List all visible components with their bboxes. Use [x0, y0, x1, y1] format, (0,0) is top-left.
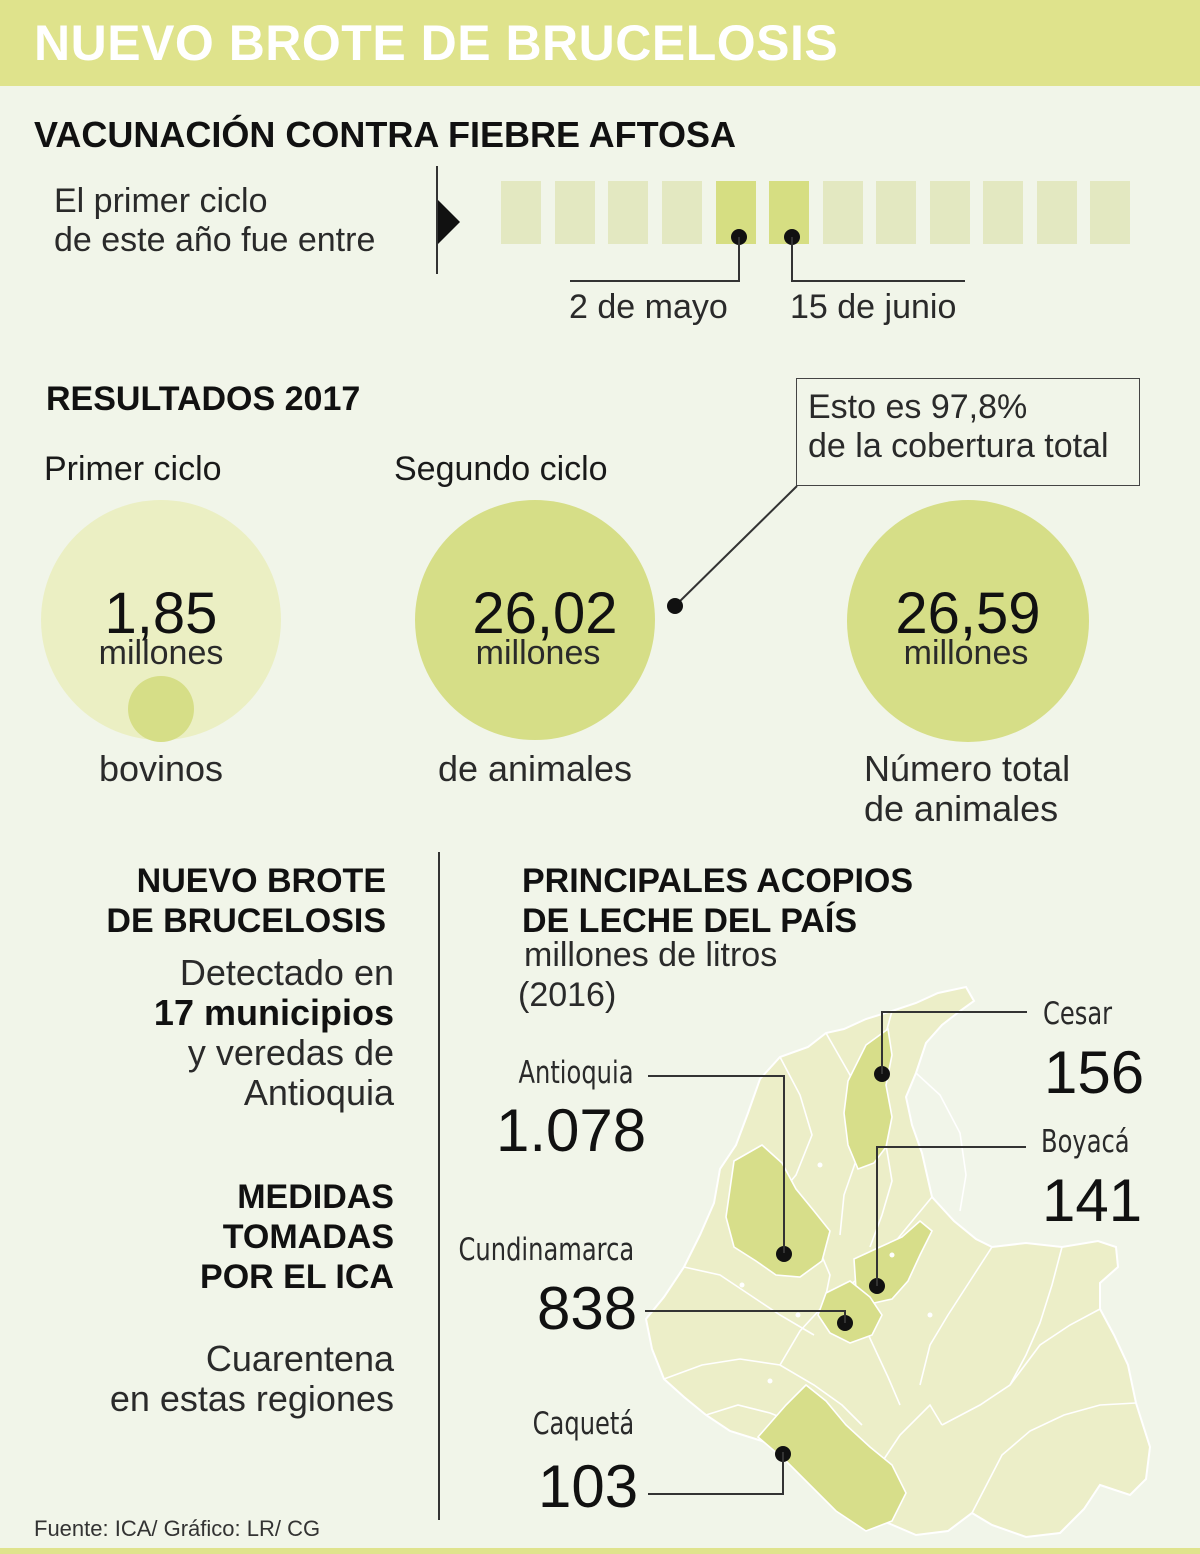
second-cycle-caption: de animales — [437, 748, 633, 789]
measures-heading-line2: TOMADAS — [222, 1218, 394, 1256]
antioquia-marker — [776, 1246, 792, 1262]
leader-line — [881, 1011, 1027, 1013]
measures-heading-line1: MEDIDAS — [237, 1178, 394, 1216]
total-circle — [847, 500, 1089, 742]
outbreak-line4: Antioquia — [243, 1072, 394, 1113]
second-cycle-unit: millones — [475, 634, 601, 672]
total-caption-line1: Número total — [864, 748, 1071, 789]
arrow-right-icon — [438, 200, 460, 244]
outbreak-line2: 17 municipios — [153, 992, 394, 1033]
vaccination-heading: VACUNACIÓN CONTRA FIEBRE AFTOSA — [34, 114, 736, 155]
leader-line — [876, 1146, 878, 1286]
page-title: NUEVO BROTE DE BRUCELOSIS — [34, 15, 839, 71]
vaccination-intro-line1: El primer ciclo — [54, 182, 268, 220]
first-cycle-unit: millones — [98, 634, 224, 672]
month-block — [983, 181, 1023, 244]
divider — [438, 852, 440, 1520]
leader-line — [738, 237, 740, 282]
callout-line1: Esto es 97,8% — [808, 388, 1028, 426]
region-name-cundinamarca: Cundinamarca — [458, 1232, 634, 1268]
outbreak-line1: Detectado en — [179, 952, 394, 993]
leader-line — [881, 1012, 883, 1074]
leader-line — [844, 1311, 846, 1323]
month-block — [1090, 181, 1130, 244]
region-name-cesar: Cesar — [1043, 996, 1113, 1032]
month-block — [501, 181, 541, 244]
first-cycle-value: 1,85 — [104, 581, 218, 646]
outbreak-heading-line2: DE BRUCELOSIS — [106, 902, 386, 940]
leader-line — [648, 1075, 785, 1077]
callout-marker — [667, 598, 683, 614]
month-block — [1037, 181, 1077, 244]
month-block — [930, 181, 970, 244]
month-block — [876, 181, 916, 244]
region-value-cundinamarca: 838 — [537, 1275, 638, 1342]
leader-line — [782, 1452, 784, 1494]
total-caption-line2: de animales — [864, 788, 1059, 829]
leader-line — [648, 1493, 784, 1495]
leader-line — [876, 1146, 1026, 1148]
second-cycle-circle — [415, 500, 655, 740]
month-block — [823, 181, 863, 244]
start-date-label: 2 de mayo — [569, 288, 728, 326]
outbreak-heading-line1: NUEVO BROTE — [136, 862, 386, 900]
month-block — [608, 181, 648, 244]
header-bar — [0, 0, 1200, 86]
source-footer: Fuente: ICA/ Gráfico: LR/ CG — [34, 1516, 321, 1541]
milk-subtitle-line1: millones de litros — [524, 936, 778, 974]
region-name-boyaca: Boyacá — [1041, 1124, 1130, 1160]
first-cycle-label: Primer ciclo — [44, 450, 222, 488]
footer-bar — [0, 1548, 1200, 1554]
region-value-cesar: 156 — [1044, 1039, 1145, 1106]
cundinamarca-marker — [837, 1315, 853, 1331]
measures-text-line2: en estas regiones — [109, 1378, 394, 1419]
leader-line — [570, 280, 740, 282]
measures-text-line1: Cuarentena — [205, 1338, 394, 1379]
leader-line — [783, 1075, 785, 1253]
region-name-caqueta: Caquetá — [532, 1406, 634, 1442]
boyaca-marker — [869, 1278, 885, 1294]
vaccination-intro-line2: de este año fue entre — [54, 221, 376, 259]
second-cycle-value: 26,02 — [472, 581, 618, 646]
callout-leader — [674, 485, 798, 607]
month-block — [555, 181, 595, 244]
second-cycle-label: Segundo ciclo — [394, 450, 608, 488]
region-value-boyaca: 141 — [1042, 1167, 1143, 1234]
region-value-antioquia: 1.078 — [496, 1097, 647, 1164]
results-heading: RESULTADOS 2017 — [46, 380, 361, 418]
colombia-map — [644, 985, 1152, 1539]
measures-heading-line3: POR EL ICA — [200, 1258, 394, 1296]
month-block — [662, 181, 702, 244]
region-value-caqueta: 103 — [538, 1453, 639, 1520]
milk-heading-line2: DE LECHE DEL PAÍS — [522, 902, 858, 940]
cesar-marker — [874, 1066, 890, 1082]
total-value: 26,59 — [895, 581, 1041, 646]
leader-line — [791, 237, 793, 282]
divider — [436, 166, 438, 274]
outbreak-line3: y veredas de — [187, 1032, 394, 1073]
leader-line — [791, 280, 965, 282]
milk-subtitle-line2: (2016) — [518, 976, 617, 1014]
milk-heading-line1: PRINCIPALES ACOPIOS — [522, 862, 914, 900]
coverage-callout — [796, 378, 1140, 486]
bovine-share-circle — [128, 676, 194, 742]
end-date-label: 15 de junio — [790, 288, 957, 326]
region-name-antioquia: Antioquia — [518, 1055, 634, 1091]
first-cycle-caption: bovinos — [98, 748, 224, 789]
total-unit: millones — [903, 634, 1029, 672]
callout-line2: de la cobertura total — [808, 427, 1109, 465]
leader-line — [645, 1310, 846, 1312]
